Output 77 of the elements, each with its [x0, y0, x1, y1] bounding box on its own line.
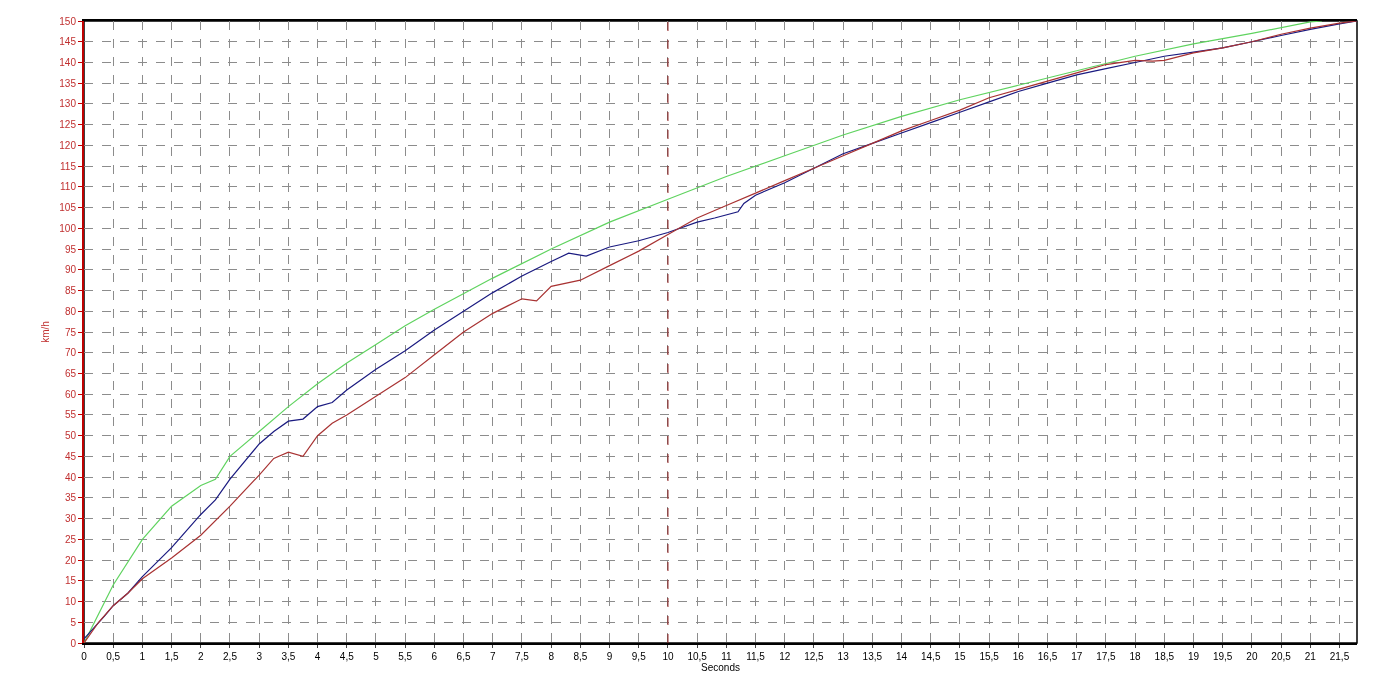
y-tick-label: 135	[59, 77, 77, 89]
y-tick-label: 75	[64, 326, 77, 338]
y-tick-label: 150	[59, 15, 77, 27]
x-tick-label: 7	[489, 651, 496, 662]
y-tick-label: 105	[59, 202, 77, 214]
y-tick-label: 140	[59, 56, 77, 68]
x-tick-label: 9,5	[631, 651, 647, 662]
x-tick-label: 11,5	[746, 651, 766, 662]
x-tick-label: 13,5	[862, 651, 883, 662]
x-tick-label: 18,5	[1154, 651, 1175, 662]
x-tick-label: 20,5	[1271, 651, 1292, 662]
x-tick-label: 14	[895, 651, 908, 662]
y-tick-label: 70	[64, 347, 77, 359]
y-tick-label: 130	[59, 98, 77, 110]
x-tick-label: 7,5	[515, 651, 530, 662]
x-tick-label: 15,5	[979, 651, 1000, 662]
x-tick-label: 12	[779, 651, 791, 662]
x-tick-label: 17	[1071, 651, 1083, 662]
x-tick-label: 19	[1187, 651, 1200, 662]
x-tick-label: 1,5	[164, 651, 179, 662]
x-tick-label: 2	[198, 651, 205, 662]
x-tick-label: 4	[314, 651, 321, 662]
x-tick-label: 8,5	[573, 651, 588, 662]
y-tick-label: 110	[60, 181, 77, 193]
x-tick-label: 13	[837, 651, 850, 662]
x-tick-label: 6,5	[456, 651, 471, 662]
y-tick-label: 40	[64, 471, 77, 483]
x-tick-label: 9	[606, 651, 613, 662]
x-tick-label: 3,5	[281, 651, 296, 662]
y-tick-label: 145	[59, 36, 77, 48]
x-tick-label: 0	[81, 651, 88, 662]
x-tick-label: 19,5	[1212, 651, 1233, 662]
x-tick-label: 16,5	[1037, 651, 1058, 662]
x-tick-label: 3	[256, 651, 263, 662]
y-tick-label: 20	[64, 554, 77, 566]
y-tick-label: 65	[64, 367, 77, 379]
x-tick-label: 4,5	[339, 651, 355, 662]
x-tick-label: 12,5	[804, 651, 825, 662]
y-tick-label: 90	[64, 264, 77, 276]
y-tick-label: 85	[64, 285, 77, 297]
x-tick-label: 21,5	[1329, 651, 1350, 662]
y-tick-label: 5	[70, 616, 77, 628]
x-tick-label: 18	[1129, 651, 1142, 662]
y-tick-label: 55	[64, 409, 77, 421]
x-tick-label: 10,5	[687, 651, 708, 662]
x-tick-label: 21	[1304, 651, 1317, 662]
x-tick-label: 1	[139, 651, 146, 662]
x-tick-label: 15	[954, 651, 966, 662]
x-tick-label: 5,5	[398, 651, 413, 662]
y-tick-label: 60	[64, 388, 77, 400]
y-tick-label: 0	[70, 637, 77, 649]
y-tick-label: 25	[64, 533, 77, 545]
y-tick-label: 35	[64, 492, 77, 504]
x-tick-label: 10	[662, 651, 674, 662]
y-tick-label: 45	[64, 450, 77, 462]
x-tick-label: 11	[721, 651, 732, 662]
y-tick-label: 125	[59, 119, 77, 131]
x-tick-label: 20	[1246, 651, 1258, 662]
x-tick-label: 0,5	[106, 651, 121, 662]
y-tick-label: 15	[64, 575, 77, 587]
y-tick-label: 10	[64, 596, 77, 608]
y-tick-label: 120	[59, 139, 77, 151]
y-tick-label: 100	[59, 222, 77, 234]
y-tick-label: 115	[60, 160, 77, 172]
y-axis-title: km/h	[39, 321, 51, 343]
y-tick-label: 95	[64, 243, 77, 255]
y-tick-label: 50	[64, 430, 77, 442]
x-tick-label: 6	[431, 651, 438, 662]
x-tick-label: 17,5	[1096, 651, 1117, 662]
x-axis-title: Seconds	[701, 662, 740, 673]
x-tick-label: 2,5	[223, 651, 238, 662]
x-tick-label: 5	[373, 651, 380, 662]
y-tick-label: 30	[64, 513, 77, 525]
y-tick-label: 80	[64, 305, 77, 317]
x-tick-label: 16	[1012, 651, 1025, 662]
x-tick-label: 14,5	[920, 651, 941, 662]
x-tick-label: 8	[548, 651, 555, 662]
